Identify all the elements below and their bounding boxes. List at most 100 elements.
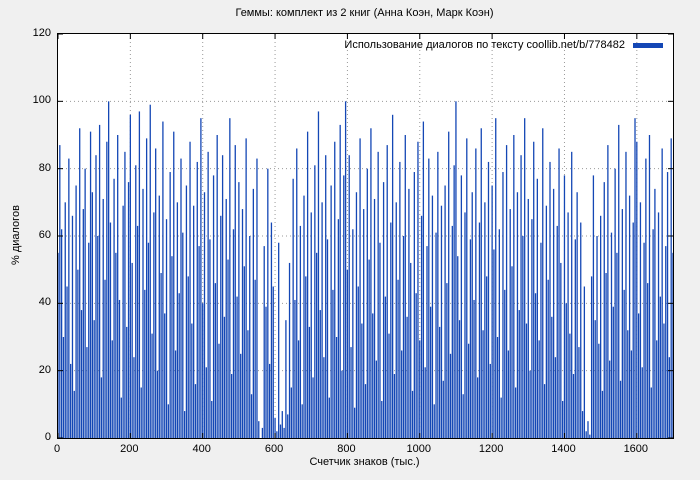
impulse-bar [507, 350, 510, 438]
impulse-bar [198, 246, 200, 438]
impulse-bar [543, 384, 546, 438]
impulse-bar [379, 242, 381, 438]
impulse-bar [131, 262, 133, 438]
impulse-bar [151, 333, 153, 438]
impulse-bar [178, 293, 180, 438]
impulse-bar [551, 316, 553, 438]
impulse-bar [417, 141, 419, 438]
impulse-bar [422, 121, 425, 438]
impulse-bar [397, 279, 399, 438]
impulse-bar [404, 135, 406, 438]
impulse-bar [158, 195, 160, 438]
impulse-bar [220, 215, 222, 438]
impulse-bar [536, 178, 538, 438]
impulse-bar [641, 367, 643, 438]
impulse-bar [495, 118, 497, 438]
impulse-bar [542, 128, 544, 438]
impulse-bar [352, 229, 354, 438]
impulse-bar [560, 262, 562, 438]
impulse-bar [583, 286, 586, 438]
impulse-bar [661, 148, 663, 438]
impulse-bar [82, 209, 84, 438]
impulse-bar [590, 276, 593, 438]
impulse-bar [258, 421, 260, 438]
impulse-bar [288, 262, 291, 438]
impulse-bar [552, 188, 555, 438]
impulse-bar [650, 387, 652, 438]
impulse-bar [160, 273, 162, 438]
impulse-bar [616, 252, 618, 438]
impulse-bar [155, 148, 157, 438]
impulse-bar [399, 161, 401, 438]
impulse-bar [79, 128, 81, 438]
impulse-bar [249, 236, 251, 438]
impulse-bar [462, 394, 464, 438]
impulse-bar [98, 124, 101, 438]
impulse-bar [607, 145, 609, 438]
impulse-bar [647, 283, 649, 438]
y-tick-label: 60 [38, 229, 51, 241]
impulse-bar [205, 367, 207, 438]
impulse-bar [218, 343, 220, 438]
impulse-bar [654, 188, 656, 438]
impulse-bar [574, 239, 576, 438]
impulse-bar [612, 306, 614, 438]
impulse-bar [437, 151, 439, 438]
impulse-bar [390, 222, 392, 438]
impulse-bar [306, 131, 309, 438]
impulse-bar [518, 310, 520, 438]
impulse-bar [182, 232, 184, 438]
impulse-bar [384, 296, 387, 438]
impulse-bar [500, 397, 502, 438]
impulse-bar [109, 222, 112, 438]
impulse-bar [576, 192, 578, 438]
impulse-bar [122, 205, 124, 438]
impulse-bar [334, 141, 336, 438]
impulse-bar [303, 195, 305, 438]
impulse-bar [594, 320, 596, 438]
impulse-bar [665, 246, 667, 438]
impulse-bar [301, 404, 303, 438]
impulse-bar [223, 316, 226, 438]
impulse-bar [117, 135, 119, 438]
impulse-bar [77, 269, 79, 438]
impulse-bar [238, 182, 240, 438]
impulse-bar [478, 222, 481, 438]
impulse-bar [458, 320, 461, 438]
impulse-bar [567, 212, 569, 438]
impulse-bar [639, 202, 642, 438]
impulse-bar [618, 124, 620, 438]
impulse-bar [489, 363, 491, 438]
impulse-bar [305, 276, 307, 438]
impulse-bar [457, 256, 459, 438]
impulse-bar [308, 326, 311, 438]
impulse-bar [193, 205, 195, 438]
impulse-bar [569, 333, 571, 438]
plot-area: Использование диалогов по тексту coollib… [57, 33, 674, 439]
impulse-bar [505, 145, 508, 438]
impulse-bar [339, 124, 341, 438]
impulse-bar [460, 175, 463, 438]
impulse-bar [64, 202, 66, 438]
impulse-bar [120, 397, 122, 438]
impulse-bar [185, 185, 188, 438]
plot-canvas [58, 34, 673, 438]
impulse-bar [477, 377, 479, 438]
impulse-bar [393, 374, 396, 438]
x-axis-title: Счетчик знаков (тыс.) [309, 456, 420, 468]
impulse-bar [487, 161, 490, 438]
impulse-bar [328, 397, 330, 438]
impulse-bar [391, 114, 394, 438]
impulse-bar [571, 151, 573, 438]
impulse-bar [623, 289, 625, 438]
impulse-bar [401, 350, 403, 438]
impulse-bar [504, 289, 506, 438]
impulse-bar [180, 158, 182, 438]
impulse-bar [525, 323, 528, 438]
impulse-bar [643, 242, 645, 438]
impulse-bar [670, 138, 672, 438]
impulse-bar [171, 256, 173, 438]
impulse-bar [442, 380, 444, 438]
impulse-bar [386, 145, 388, 438]
impulse-bar [619, 380, 622, 438]
